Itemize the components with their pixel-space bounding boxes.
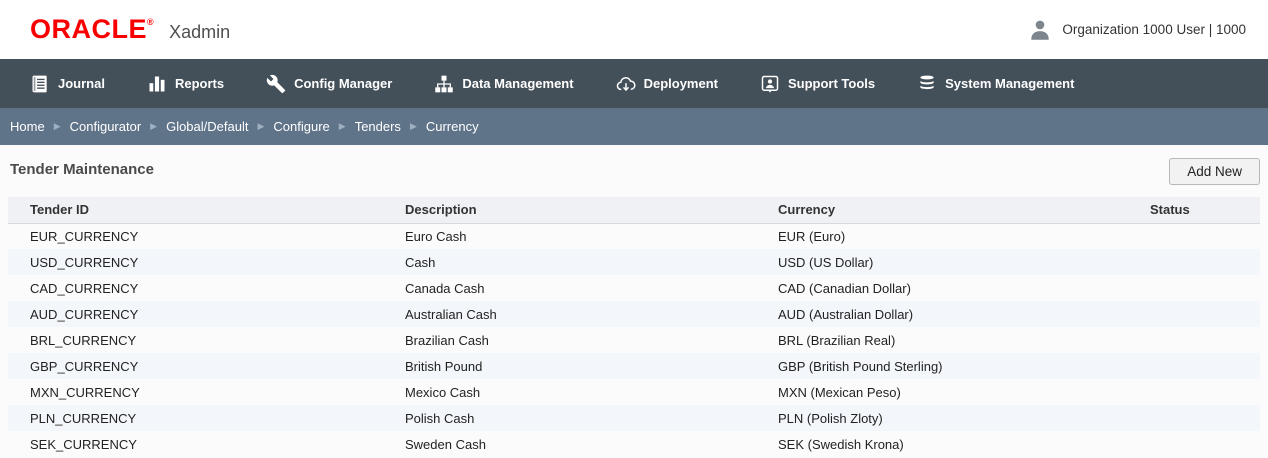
- column-header-description: Description: [383, 197, 756, 224]
- table-row[interactable]: MXN_CURRENCY Mexico Cash MXN (Mexican Peso…: [8, 379, 1260, 405]
- cloud-download-icon: [616, 74, 636, 94]
- cell-tender-id: BRL_CURRENCY: [30, 332, 137, 348]
- tender-table: Tender ID Description Currency Status EUR_C…: [8, 197, 1260, 457]
- cell-currency: USD (US Dollar): [756, 249, 1128, 275]
- cell-currency: SEK (Swedish Krona): [778, 436, 904, 452]
- table-row[interactable]: GBP_CURRENCY British Pound GBP (British Po…: [8, 353, 1260, 379]
- user-info-label: Organization 1000 User | 1000: [1062, 22, 1246, 37]
- cell-description: Australian Cash: [383, 301, 756, 327]
- app-header: ORACLE® Xadmin Organization 1000 User | …: [0, 0, 1268, 59]
- cell-tender-id: SEK_CURRENCY: [30, 436, 137, 452]
- cell-tender-id: MXN_CURRENCY: [30, 384, 140, 400]
- breadcrumb: Home ▶ Configurator ▶ Global/Default ▶ Configu…: [0, 108, 1268, 145]
- user-icon: [1027, 17, 1053, 43]
- main-nav: Journal Reports Config Manager Data Managem…: [0, 59, 1268, 108]
- breadcrumb-item-home[interactable]: Home: [10, 119, 45, 134]
- nav-item-data-management[interactable]: Data Management: [434, 74, 574, 94]
- cell-description: British Pound: [383, 353, 756, 379]
- cell-currency: AUD (Australian Dollar): [756, 301, 1128, 327]
- sitemap-icon: [434, 74, 454, 94]
- cell-currency: GBP (British Pound Sterling): [756, 353, 1128, 379]
- table-row[interactable]: CAD_CURRENCY Canada Cash CAD (Canadian Dol…: [8, 275, 1260, 301]
- table-row[interactable]: USD_CURRENCY Cash USD (US Dollar): [8, 249, 1260, 275]
- cell-tender-id: GBP_CURRENCY: [8, 353, 383, 379]
- cell-status: [1128, 301, 1260, 327]
- breadcrumb-item-configure[interactable]: Configure: [273, 119, 330, 134]
- cell-description: Canada Cash: [405, 280, 485, 296]
- cell-status: [1128, 405, 1260, 431]
- app-title: Xadmin: [169, 22, 231, 42]
- registered-mark: ®: [147, 17, 155, 27]
- breadcrumb-separator-icon: ▶: [409, 121, 417, 131]
- column-header-status: Status: [1128, 197, 1260, 224]
- wrench-icon: [266, 74, 286, 94]
- cell-currency: BRL (Brazilian Real): [778, 332, 896, 348]
- cell-status: [1128, 327, 1260, 353]
- cell-description: Polish Cash: [383, 405, 756, 431]
- breadcrumb-item-tenders[interactable]: Tenders: [354, 119, 401, 134]
- nav-item-system-management[interactable]: System Management: [917, 74, 1074, 94]
- breadcrumb-item-configurator[interactable]: Configurator: [69, 119, 142, 134]
- nav-item-label: Journal: [58, 76, 105, 91]
- oracle-logo: ORACLE®: [30, 14, 155, 44]
- page-title: Tender Maintenance: [10, 160, 154, 178]
- nav-item-config-manager[interactable]: Config Manager: [266, 74, 392, 94]
- nav-item-label: Data Management: [462, 76, 574, 91]
- nav-item-label: System Management: [945, 76, 1075, 91]
- nav-item-label: Deployment: [643, 76, 718, 91]
- breadcrumb-item-global-default[interactable]: Global/Default: [166, 119, 249, 134]
- cell-currency: PLN (Polish Zloty): [756, 405, 1128, 431]
- reports-icon: [147, 74, 167, 94]
- cell-description: Euro Cash: [405, 228, 467, 244]
- cell-status: [1128, 431, 1260, 457]
- cell-tender-id: PLN_CURRENCY: [8, 405, 383, 431]
- cell-currency: MXN (Mexican Peso): [778, 384, 901, 400]
- toolbar: Tender Maintenance Add New: [0, 145, 1268, 197]
- table-row[interactable]: BRL_CURRENCY Brazilian Cash BRL (Brazilian…: [8, 327, 1260, 353]
- cell-description: Cash: [383, 249, 756, 275]
- cell-status: [1128, 223, 1260, 249]
- breadcrumb-separator-icon: ▶: [257, 121, 265, 131]
- cell-description: Brazilian Cash: [405, 332, 489, 348]
- table-row[interactable]: EUR_CURRENCY Euro Cash EUR (Euro): [8, 223, 1260, 249]
- nav-item-label: Reports: [174, 76, 225, 91]
- breadcrumb-item-currency[interactable]: Currency: [425, 119, 479, 134]
- cell-tender-id: CAD_CURRENCY: [30, 280, 139, 296]
- journal-icon: [30, 74, 50, 94]
- nav-item-label: Config Manager: [294, 76, 393, 91]
- breadcrumb-separator-icon: ▶: [150, 121, 158, 131]
- cell-status: [1128, 353, 1260, 379]
- cell-currency: CAD (Canadian Dollar): [778, 280, 911, 296]
- column-header-currency: Currency: [756, 197, 1128, 224]
- add-new-button[interactable]: Add New: [1169, 157, 1260, 185]
- breadcrumb-separator-icon: ▶: [53, 121, 61, 131]
- cell-status: [1128, 379, 1260, 405]
- table-row[interactable]: PLN_CURRENCY Polish Cash PLN (Polish Zloty…: [8, 405, 1260, 431]
- cell-description: Mexico Cash: [405, 384, 481, 400]
- nav-item-deployment[interactable]: Deployment: [616, 74, 718, 94]
- cell-tender-id: AUD_CURRENCY: [8, 301, 383, 327]
- cell-tender-id: EUR_CURRENCY: [30, 228, 139, 244]
- breadcrumb-separator-icon: ▶: [338, 121, 346, 131]
- nav-item-reports[interactable]: Reports: [147, 74, 224, 94]
- cell-description: Sweden Cash: [405, 436, 486, 452]
- database-icon: [917, 74, 937, 94]
- nav-item-journal[interactable]: Journal: [30, 74, 105, 94]
- column-header-tender-id: Tender ID: [8, 197, 383, 224]
- support-person-icon: [760, 74, 780, 94]
- cell-status: [1128, 249, 1260, 275]
- table-row[interactable]: SEK_CURRENCY Sweden Cash SEK (Swedish Kron…: [8, 431, 1260, 457]
- nav-item-support-tools[interactable]: Support Tools: [760, 74, 875, 94]
- nav-item-label: Support Tools: [787, 76, 876, 91]
- cell-currency: EUR (Euro): [778, 228, 846, 244]
- cell-status: [1128, 275, 1260, 301]
- table-row[interactable]: AUD_CURRENCY Australian Cash AUD (Australi…: [8, 301, 1260, 327]
- user-area: Organization 1000 User | 1000: [1027, 17, 1246, 43]
- cell-tender-id: USD_CURRENCY: [8, 249, 383, 275]
